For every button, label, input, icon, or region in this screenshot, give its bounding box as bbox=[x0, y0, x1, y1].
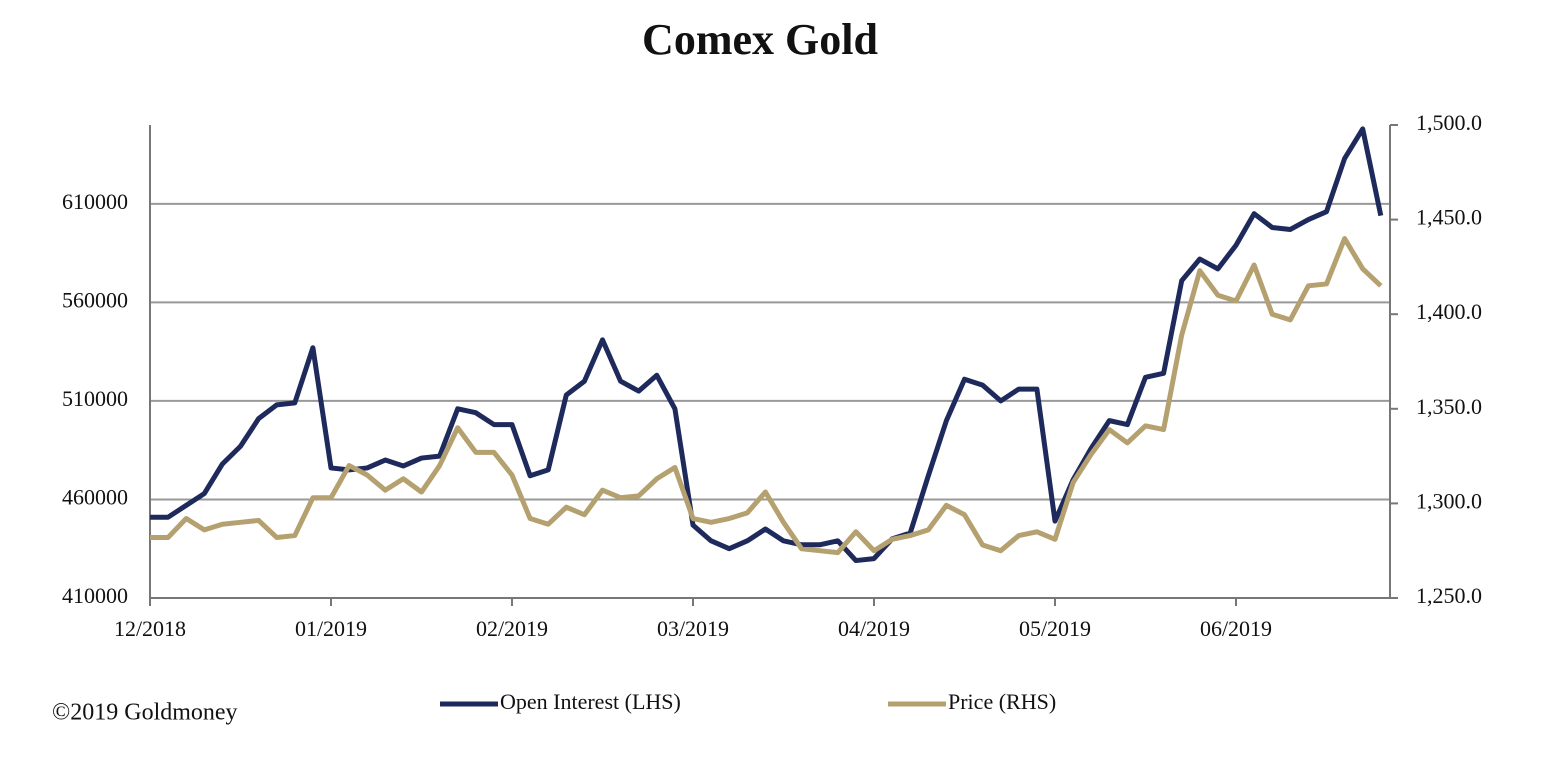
y-tick-label: 510000 bbox=[62, 386, 128, 411]
legend-label: Open Interest (LHS) bbox=[500, 689, 681, 714]
x-tick-label: 05/2019 bbox=[1019, 616, 1091, 641]
series-line bbox=[150, 236, 1383, 556]
y2-tick-label: 1,500.0 bbox=[1416, 110, 1482, 135]
y-tick-label: 560000 bbox=[62, 287, 128, 312]
footer: ©2019 Goldmoney bbox=[52, 700, 238, 726]
y2-tick-label: 1,450.0 bbox=[1416, 205, 1482, 230]
y2-tick-label: 1,300.0 bbox=[1416, 488, 1482, 513]
x-tick-label: 04/2019 bbox=[838, 616, 910, 641]
y2-tick-label: 1,250.0 bbox=[1416, 583, 1482, 608]
x-tick-label: 02/2019 bbox=[476, 616, 548, 641]
x-tick-label: 12/2018 bbox=[114, 616, 186, 641]
y2-tick-label: 1,350.0 bbox=[1416, 394, 1482, 419]
chart-title: Comex Gold bbox=[642, 15, 878, 64]
y-tick-label: 460000 bbox=[62, 485, 128, 510]
y2-tick-label: 1,400.0 bbox=[1416, 299, 1482, 324]
y-tick-label: 610000 bbox=[62, 189, 128, 214]
legend-label: Price (RHS) bbox=[948, 689, 1056, 714]
x-tick-label: 03/2019 bbox=[657, 616, 729, 641]
x-tick-label: 06/2019 bbox=[1200, 616, 1272, 641]
y-tick-label: 410000 bbox=[62, 583, 128, 608]
x-tick-label: 01/2019 bbox=[295, 616, 367, 641]
